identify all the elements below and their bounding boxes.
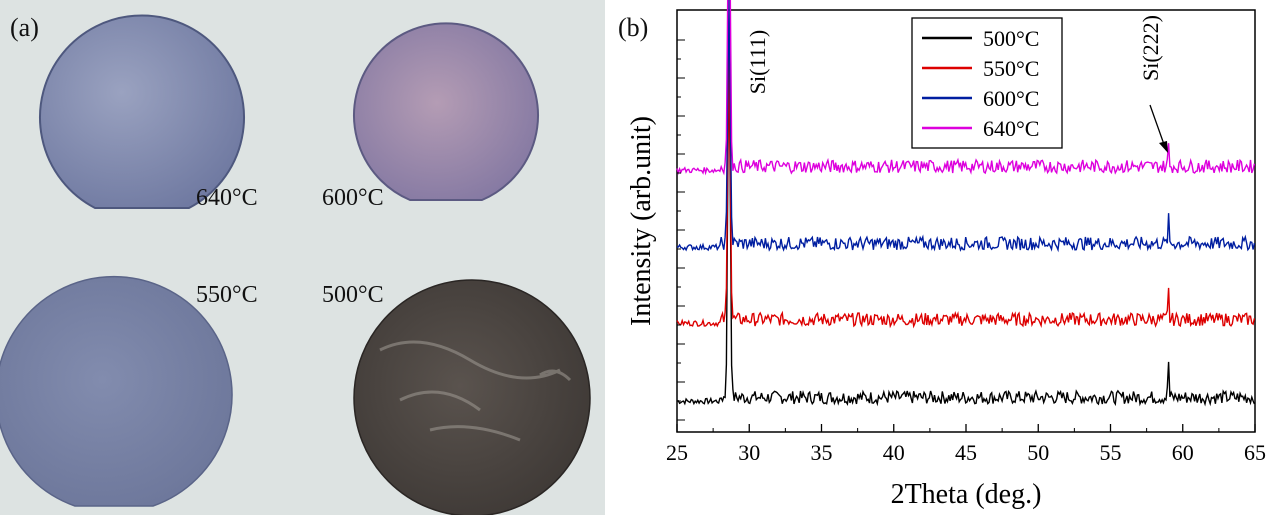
legend-label: 550°C [983, 56, 1039, 81]
x-tick-label: 45 [955, 440, 977, 465]
annotation-si111: Si(111) [745, 30, 770, 94]
x-axis-label: 2Theta (deg.) [891, 479, 1042, 510]
y-ticks [677, 39, 685, 421]
wafer-label-500: 500°C [322, 282, 384, 308]
wafer-500-streaks [379, 340, 572, 442]
annotation-si222-arrowhead [1159, 141, 1168, 153]
panel-a-label: (a) [10, 13, 39, 42]
legend: 500°C 550°C 600°C 640°C [911, 17, 1063, 149]
wafer-550 [0, 275, 233, 507]
x-tick-label: 30 [738, 440, 760, 465]
y-axis-label: Intensity (arb.unit) [626, 116, 657, 326]
x-ticks: 25 30 35 40 45 50 55 60 65 [666, 424, 1266, 465]
series-line-600°C [676, 0, 1256, 253]
series-line-640°C [676, 0, 1256, 176]
wafer-label-550: 550°C [196, 282, 258, 308]
legend-box [911, 17, 1063, 149]
wafer-500 [353, 279, 591, 515]
x-tick-label: 50 [1027, 440, 1049, 465]
x-tick-label: 65 [1244, 440, 1266, 465]
annotation-si222: Si(222) [1138, 15, 1163, 81]
series-line-550°C [676, 48, 1256, 329]
wafer-label-600: 600°C [322, 185, 384, 211]
wafer-640 [39, 14, 245, 209]
x-tick-label: 40 [883, 440, 905, 465]
x-tick-label: 60 [1172, 440, 1194, 465]
series-layer [676, 0, 1256, 407]
legend-label: 640°C [983, 116, 1039, 141]
x-tick-label: 25 [666, 440, 688, 465]
x-tick-label: 35 [811, 440, 833, 465]
series-line-500°C [676, 42, 1256, 407]
panel-b-label: (b) [618, 13, 648, 42]
wafer-label-640: 640°C [196, 185, 258, 211]
legend-label: 600°C [983, 86, 1039, 111]
legend-label: 500°C [983, 26, 1039, 51]
panel-a: (a) 640°C 600°C 550°C 500°C [0, 0, 605, 515]
x-tick-label: 55 [1100, 440, 1122, 465]
panel-b: (b) 25 30 35 40 45 50 55 60 65 2Theta (deg.) Int… [618, 0, 1266, 510]
wafer-600 [353, 22, 539, 201]
